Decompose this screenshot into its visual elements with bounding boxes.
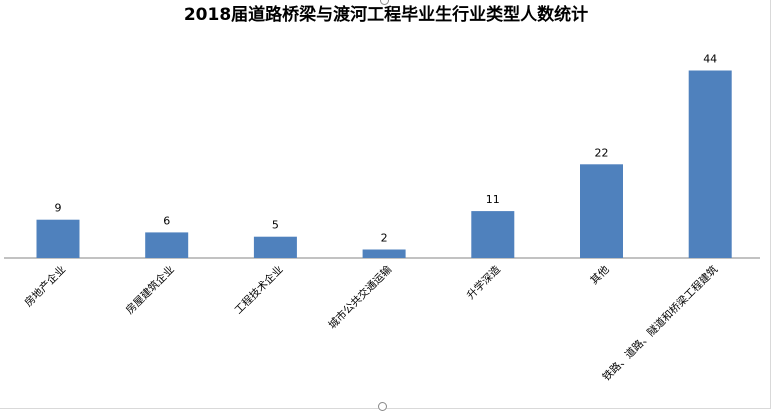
category-labels-layer: 房地产企业 房屋建筑企业 工程技术企业 城市公共交通运输 升学深造 其他铁路、道路、隧道和… [22,263,721,384]
bar-0 [36,219,80,258]
value-label-3: 2 [381,232,388,245]
value-label-0: 9 [55,202,62,215]
bars-layer [36,70,732,258]
category-label-4: 升学深造 [464,263,503,302]
bar-3 [362,249,406,258]
category-label-1: 房屋建筑企业 [123,263,177,317]
category-label-6: 铁路、道路、隧道和桥梁工程建筑 [600,263,721,384]
category-label-5: 其他 [588,263,612,287]
category-label-3: 城市公共交通运输 [326,263,395,332]
value-label-4: 11 [486,193,500,206]
category-label-0: 房地产企业 [22,263,68,309]
bar-1 [145,232,189,258]
chart-title: 2018届道路桥梁与渡河工程毕业生行业类型人数统计 [184,4,588,25]
resize-handle-top[interactable] [380,0,389,5]
value-label-5: 22 [595,146,609,159]
value-labels-layer: 9 6 5 2 11 22 44 [55,53,718,245]
value-label-6: 44 [703,53,717,66]
bar-5 [580,164,623,258]
value-label-1: 6 [163,214,170,227]
bar-6 [688,70,732,258]
category-label-2: 工程技术企业 [232,263,286,317]
bar-4 [471,211,515,258]
value-label-2: 5 [272,219,279,232]
bar-2 [253,236,297,258]
